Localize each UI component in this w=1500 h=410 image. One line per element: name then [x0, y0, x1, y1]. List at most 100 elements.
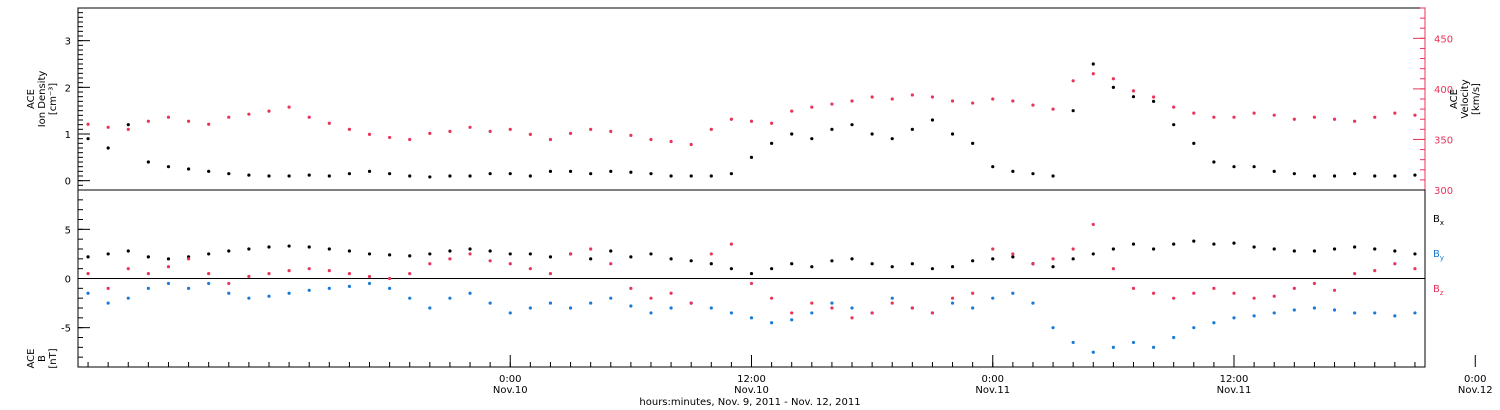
left-axis-title-line: [cm⁻³] — [48, 83, 59, 115]
data-point — [709, 174, 713, 178]
data-point — [1051, 174, 1055, 178]
data-point — [307, 288, 311, 292]
data-point — [1232, 291, 1236, 295]
left-axis-title: ACEIon Density[cm⁻³] — [26, 71, 59, 128]
data-point — [1172, 296, 1176, 300]
data-point — [468, 247, 472, 251]
data-point — [1373, 269, 1377, 273]
data-point — [126, 123, 130, 127]
data-point — [950, 132, 955, 136]
data-point — [488, 259, 492, 263]
data-point — [770, 296, 774, 300]
data-point — [1011, 99, 1015, 103]
data-point — [1373, 115, 1377, 119]
data-point — [1232, 165, 1236, 169]
left-axis-title-line: ACE — [26, 89, 37, 109]
data-point — [186, 119, 191, 123]
data-point — [890, 301, 894, 305]
data-point — [1151, 99, 1156, 103]
x-tick-label-time: 0:00 — [499, 374, 521, 385]
data-point — [568, 169, 573, 173]
data-point — [468, 125, 472, 129]
data-point — [850, 123, 854, 127]
data-point — [669, 139, 673, 144]
right-axis-title-line: Velocity — [1460, 79, 1471, 118]
data-point — [166, 165, 171, 169]
data-point — [1292, 249, 1296, 253]
data-point — [267, 109, 271, 113]
data-point — [1151, 291, 1156, 295]
data-point — [930, 118, 935, 122]
data-point — [1031, 301, 1035, 305]
data-point — [890, 265, 894, 269]
data-point — [1111, 85, 1115, 89]
x-tick-label-date: Nov.10 — [734, 385, 769, 396]
data-point — [810, 137, 814, 141]
data-point — [910, 127, 914, 131]
left-tick-label: 0 — [65, 177, 71, 188]
data-point — [1031, 172, 1035, 176]
data-point — [1272, 294, 1276, 298]
data-point — [86, 137, 90, 141]
data-point — [709, 252, 713, 256]
data-point — [971, 141, 975, 145]
data-point — [227, 291, 231, 295]
data-point — [1272, 311, 1276, 315]
data-point — [1172, 242, 1176, 246]
left-tick-label: 2 — [65, 83, 71, 94]
data-point — [1393, 174, 1397, 178]
data-point — [166, 257, 171, 261]
data-point — [388, 172, 392, 176]
data-point — [408, 271, 412, 276]
data-point — [86, 255, 90, 259]
data-point — [729, 311, 733, 315]
bottom-tick-label: 5 — [65, 225, 71, 236]
data-point — [428, 131, 432, 135]
legend-symbol: B — [1433, 249, 1440, 260]
data-point — [1071, 257, 1075, 261]
data-point — [971, 306, 975, 310]
data-point — [1393, 249, 1397, 253]
data-point — [669, 257, 673, 261]
data-point — [488, 301, 492, 305]
data-point — [830, 102, 834, 106]
data-point — [1151, 247, 1156, 251]
data-point — [568, 306, 573, 310]
data-point — [870, 132, 874, 136]
data-point — [448, 174, 452, 178]
right-tick-label: 450 — [1434, 34, 1453, 45]
legend-symbol: B — [1433, 284, 1440, 295]
legend-entry: Bx — [1433, 214, 1444, 227]
x-tick-label-date: Nov.10 — [493, 385, 528, 396]
data-point — [307, 245, 311, 249]
data-point — [388, 276, 392, 281]
data-point — [1011, 291, 1015, 295]
data-point — [950, 301, 955, 305]
data-point — [589, 257, 593, 261]
data-point — [1091, 62, 1095, 66]
data-point — [1192, 326, 1196, 330]
data-point — [1091, 72, 1095, 76]
data-point — [1051, 257, 1055, 261]
data-point — [207, 122, 211, 126]
data-point — [629, 255, 633, 259]
data-point — [1111, 247, 1115, 251]
data-point — [146, 271, 150, 276]
data-point — [790, 318, 794, 322]
time-axis: 0:00Nov.1012:00Nov.100:00Nov.1112:00Nov.… — [87, 355, 1493, 396]
data-point — [1232, 316, 1236, 320]
data-point — [689, 142, 693, 147]
legend-entry: By — [1433, 249, 1444, 262]
data-point — [1413, 173, 1417, 177]
data-point — [810, 105, 814, 109]
data-point — [709, 262, 713, 266]
legend-subscript: x — [1440, 219, 1444, 227]
data-point — [1071, 109, 1075, 113]
right-axis-title-line: [km/s] — [1471, 83, 1482, 115]
data-point — [629, 133, 633, 137]
top-panel-frame — [77, 7, 1426, 191]
data-point — [428, 175, 432, 179]
data-point — [468, 252, 472, 256]
data-point — [106, 252, 110, 256]
data-point — [1192, 111, 1196, 115]
